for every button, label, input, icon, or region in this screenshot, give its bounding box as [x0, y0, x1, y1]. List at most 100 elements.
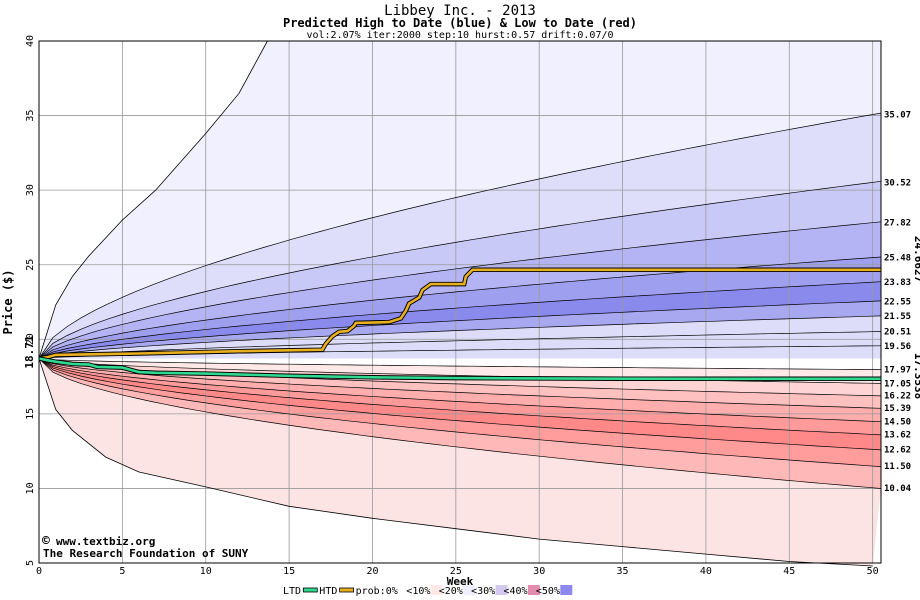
legend-prob-swatch — [560, 585, 573, 595]
percentile-end-label: 13.62 — [884, 430, 911, 440]
percentile-end-label: 19.56 — [884, 342, 911, 352]
series-line-ltd — [38, 357, 881, 381]
legend-ltd-swatch — [302, 587, 318, 593]
percentile-end-label: 10.04 — [884, 484, 912, 494]
x-tick-label: 20 — [366, 566, 378, 577]
lower-band — [39, 358, 881, 450]
chart-title: Libbey Inc. - 2013 — [384, 3, 536, 19]
x-tick-label: 15 — [283, 566, 295, 577]
percentile-end-label: 17.05 — [884, 379, 911, 389]
percentile-end-label: 35.07 — [884, 111, 911, 121]
upper-band — [39, 113, 881, 359]
x-axis-label: Week — [447, 575, 474, 588]
lower-band — [39, 358, 881, 489]
percentile-line — [38, 358, 882, 467]
y-axis-label: Price ($) — [1, 269, 15, 334]
legend-htd-swatch — [339, 587, 355, 593]
chart-subtitle: Predicted High to Date (blue) & Low to D… — [283, 16, 637, 30]
lower-band — [39, 358, 881, 566]
upper-band — [39, 41, 881, 359]
upper-band — [39, 221, 881, 359]
percentile-bands — [39, 41, 881, 566]
series-line-htd — [38, 268, 881, 360]
percentile-line — [38, 256, 882, 359]
percentile-end-label: 30.52 — [884, 178, 911, 188]
legend-prob-label: <40% — [504, 586, 528, 597]
y-tick-label: 40 — [25, 35, 36, 47]
percentile-line — [38, 358, 882, 423]
x-tick-label: 10 — [200, 566, 212, 577]
ltd-final-label: 17.3538 — [912, 353, 920, 399]
percentile-line — [38, 358, 882, 409]
percentile-end-label: 20.51 — [884, 328, 911, 338]
percentile-end-label: 15.39 — [884, 404, 911, 414]
percentile-end-label: 12.62 — [884, 445, 911, 455]
x-tick-label: 50 — [867, 566, 879, 577]
plot-frame — [38, 40, 882, 564]
percentile-end-label: 16.22 — [884, 392, 911, 402]
x-tick-label: 25 — [450, 566, 462, 577]
upper-band — [39, 181, 881, 359]
watermark-site: www.textbiz.org — [56, 535, 155, 548]
legend-prob-label: <20% — [439, 586, 463, 597]
y-tick-label: 20 — [25, 333, 36, 345]
percentile-line — [38, 112, 882, 359]
legend-ltd-label: LTD — [283, 586, 301, 597]
lower-band — [39, 358, 881, 422]
upper-band — [39, 345, 881, 359]
lower-band — [39, 358, 881, 370]
x-tick-label: 30 — [533, 566, 545, 577]
upper-band — [39, 315, 881, 359]
legend: LTD HTD prob:0% <10% <20% <30% <40% <50% — [283, 585, 573, 597]
percentile-end-label: 27.82 — [884, 219, 911, 229]
legend-prob-swatch — [463, 585, 476, 595]
legend-prob-label: prob:0% — [356, 586, 398, 597]
percentile-end-label: 11.50 — [884, 462, 911, 472]
percentile-end-label: 22.55 — [884, 297, 911, 307]
percentile-line — [38, 315, 882, 359]
x-tick-label: 5 — [119, 566, 125, 577]
outer-upper-line — [38, 40, 268, 359]
percentile-line — [38, 358, 882, 436]
legend-prob-swatch — [398, 585, 411, 595]
y-tick-label: 25 — [25, 259, 36, 271]
percentile-line — [38, 358, 882, 489]
percentile-line — [38, 281, 882, 359]
percentile-line — [38, 331, 882, 359]
percentile-line — [38, 180, 882, 359]
percentile-line — [38, 221, 882, 359]
percentile-end-label: 21.55 — [884, 312, 911, 322]
htd-final-label: 24.6627 — [912, 236, 920, 282]
legend-prob-label: <30% — [471, 586, 495, 597]
y-tick-label: 5 — [25, 560, 36, 566]
x-tick-label: 35 — [617, 566, 629, 577]
legend-htd-label: HTD — [319, 586, 337, 597]
y-tick-label: 35 — [25, 110, 36, 122]
upper-band — [39, 281, 881, 359]
y-tick-label: 15 — [25, 408, 36, 420]
lower-band — [39, 358, 881, 435]
lower-band — [39, 358, 881, 467]
percentile-end-label: 14.50 — [884, 417, 911, 427]
percentile-end-labels: 35.07 30.52 27.82 25.48 23.83 22.55 21.55 20.51… — [884, 111, 912, 494]
percentile-line — [38, 358, 882, 370]
percentile-end-label: 23.83 — [884, 278, 911, 288]
start-price-label: 18.71 — [23, 335, 36, 368]
y-tick-label: 10 — [25, 482, 36, 494]
percentile-line — [38, 358, 882, 451]
watermark-symbol: © — [42, 534, 50, 549]
legend-prob-label: <50% — [536, 586, 560, 597]
x-tick-label: 0 — [36, 566, 42, 577]
chart-params: vol:2.07% iter:2000 step:10 hurst:0.57 d… — [306, 30, 613, 41]
upper-band — [39, 300, 881, 359]
percentile-end-label: 25.48 — [884, 254, 911, 264]
legend-prob-label: <10% — [406, 586, 430, 597]
y-tick-label: 30 — [25, 184, 36, 196]
x-tick-label: 45 — [783, 566, 795, 577]
lower-band — [39, 358, 881, 409]
legend-prob-swatch — [527, 585, 540, 595]
series-paths — [38, 267, 881, 382]
percentile-end-label: 17.97 — [884, 366, 911, 376]
legend-prob-swatch — [430, 585, 443, 595]
